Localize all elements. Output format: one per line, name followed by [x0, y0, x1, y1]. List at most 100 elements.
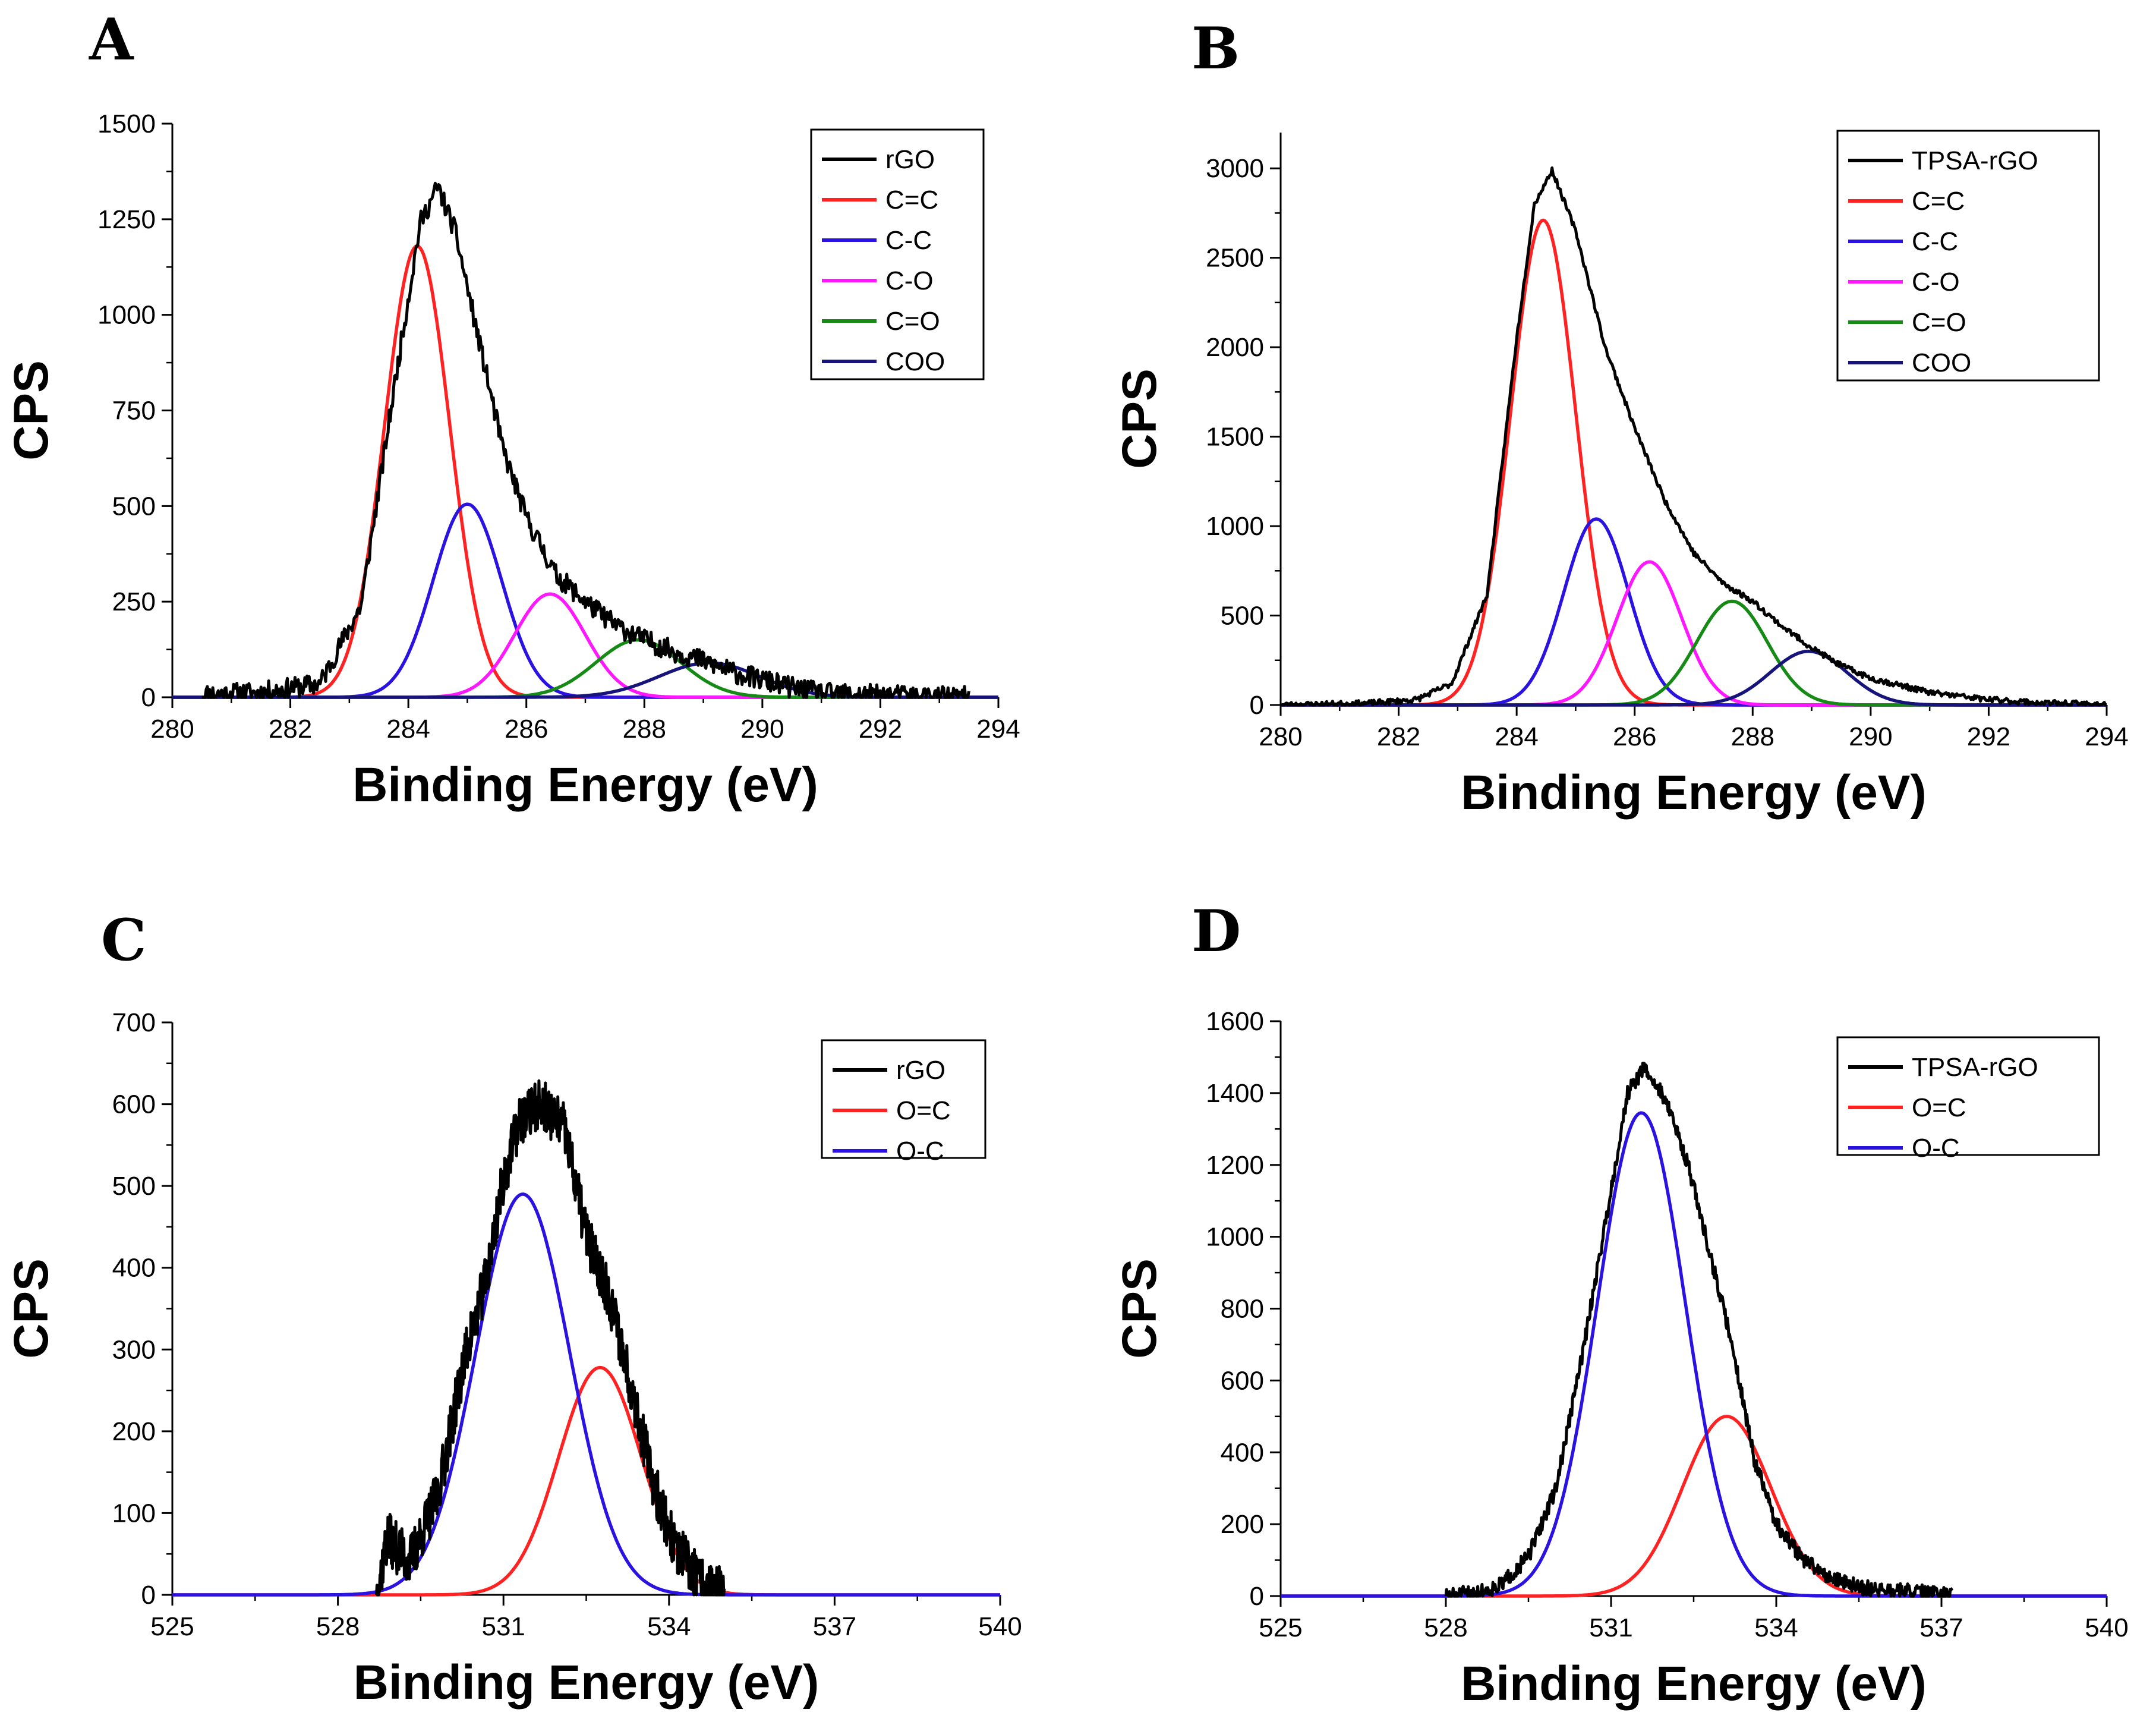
y-tick-label: 500	[112, 492, 156, 521]
legend-label: C-O	[885, 266, 934, 295]
x-tick-label: 290	[740, 715, 784, 744]
fit-curve-o-c	[1281, 1111, 2107, 1598]
x-tick-label: 286	[1613, 722, 1656, 751]
x-tick-label: 280	[1259, 722, 1302, 751]
panel-letter: C	[101, 907, 146, 974]
legend-label: O=C	[896, 1096, 951, 1125]
legend-box	[1836, 130, 2100, 382]
x-tick-label: 531	[1589, 1613, 1632, 1642]
y-tick-label: 1250	[97, 205, 156, 234]
x-tick-label: 288	[1731, 722, 1774, 751]
y-axis-title: CPS	[4, 360, 58, 461]
y-tick-label: 0	[141, 1581, 156, 1610]
y-tick-label: 700	[112, 1008, 156, 1037]
x-tick-label: 292	[859, 715, 902, 744]
y-tick-label: 500	[112, 1172, 156, 1201]
x-tick-label: 294	[976, 715, 1020, 744]
panel-letter: D	[1192, 898, 1241, 965]
x-tick-label: 280	[150, 715, 194, 744]
legend-label: rGO	[896, 1056, 945, 1085]
x-axis-title: Binding Energy (eV)	[352, 758, 818, 812]
legend-label: C-C	[1912, 227, 1958, 256]
legend: rGO C=C C-C C-O C=O COO	[810, 128, 985, 380]
y-tick-label: 1000	[97, 301, 156, 330]
y-tick-label: 400	[112, 1254, 156, 1283]
legend-box	[821, 1039, 986, 1159]
x-tick-label: 537	[813, 1612, 856, 1641]
panel-letter: B	[1192, 15, 1240, 82]
legend: TPSA-rGO O=C O-C	[1836, 1036, 2100, 1163]
legend-label: C=O	[1912, 308, 1966, 337]
x-tick-label: 288	[623, 715, 666, 744]
x-tick-label: 282	[1377, 722, 1420, 751]
y-tick-label: 300	[112, 1335, 156, 1364]
legend-label: O-C	[896, 1137, 944, 1166]
y-tick-label: 750	[112, 396, 156, 426]
chart-panel-d: D 525 528 531 534 537 540 0 200 400 600 800 1000 1200…	[1112, 898, 2129, 1711]
y-tick-label: 200	[112, 1417, 156, 1446]
measured-spectrum	[1444, 1062, 1954, 1598]
x-tick-label: 537	[1919, 1613, 1963, 1642]
x-tick-label: 290	[1849, 722, 1892, 751]
y-tick-label: 1500	[1206, 423, 1264, 452]
y-tick-label: 400	[1221, 1438, 1264, 1467]
y-tick-label: 1600	[1206, 1007, 1264, 1036]
y-tick-label: 100	[112, 1499, 156, 1528]
y-tick-label: 0	[1250, 691, 1264, 720]
x-tick-label: 525	[150, 1612, 194, 1641]
y-tick-label: 250	[112, 587, 156, 616]
x-tick-label: 540	[2085, 1613, 2128, 1642]
y-tick-label: 1000	[1206, 1223, 1264, 1252]
legend-label: rGO	[885, 145, 935, 174]
chart-panel-c: C 525 528 531 534 537 540 0 100 200 300 400 500 600 70…	[4, 907, 1022, 1710]
panel-letter: A	[89, 6, 134, 73]
y-tick-label: 600	[1221, 1366, 1264, 1395]
measured-spectrum	[375, 1079, 726, 1597]
chart-panel-a: A 280 282 284 286 288 290 292 294 0 250 500 750 1000 1…	[4, 6, 1020, 812]
fit-curve-oeqc	[172, 1365, 1000, 1597]
legend-label: TPSA-rGO	[1912, 1053, 2038, 1082]
y-tick-label: 500	[1221, 602, 1264, 631]
x-tick-label: 534	[1754, 1613, 1798, 1642]
y-tick-label: 2500	[1206, 244, 1264, 273]
measured-spectrum	[201, 181, 970, 699]
legend-label: C-O	[1912, 267, 1960, 297]
x-axis-title: Binding Energy (eV)	[1461, 1657, 1927, 1711]
legend-box	[1836, 1036, 2100, 1156]
legend: rGO O=C O-C	[821, 1039, 986, 1166]
legend-label: COO	[1912, 348, 1971, 377]
y-tick-label: 1400	[1206, 1079, 1264, 1108]
x-tick-label: 528	[316, 1612, 360, 1641]
x-tick-label: 284	[386, 715, 430, 744]
y-tick-label: 800	[1221, 1295, 1264, 1324]
legend-label: C=C	[1912, 187, 1965, 216]
y-axis-title: CPS	[1112, 369, 1167, 469]
x-tick-label: 528	[1424, 1613, 1467, 1642]
y-axis-title: CPS	[4, 1258, 58, 1359]
measured-spectrum	[1280, 166, 2107, 707]
y-tick-label: 2000	[1206, 333, 1264, 362]
x-tick-label: 292	[1967, 722, 2010, 751]
fit-curve-o-c	[172, 1192, 1000, 1597]
legend-box	[810, 128, 985, 380]
y-tick-label: 1200	[1206, 1151, 1264, 1180]
x-tick-label: 525	[1259, 1613, 1302, 1642]
y-tick-label: 200	[1221, 1510, 1264, 1539]
legend-label: C-C	[885, 226, 932, 255]
legend-label: C=O	[885, 307, 940, 336]
x-tick-label: 286	[505, 715, 548, 744]
y-tick-label: 1000	[1206, 512, 1264, 541]
legend-label: TPSA-rGO	[1912, 146, 2038, 175]
legend-label: O-C	[1912, 1134, 1960, 1163]
x-axis-title: Binding Energy (eV)	[354, 1655, 819, 1710]
fit-curve-coo	[1281, 649, 2107, 707]
x-tick-label: 534	[647, 1612, 691, 1641]
y-axis-title: CPS	[1112, 1258, 1167, 1359]
x-tick-label: 282	[269, 715, 312, 744]
fit-curve-c-o	[1281, 560, 2107, 707]
y-tick-label: 0	[1250, 1582, 1264, 1611]
legend-label: COO	[885, 347, 945, 376]
x-tick-label: 294	[2085, 722, 2128, 751]
x-tick-label: 284	[1495, 722, 1538, 751]
